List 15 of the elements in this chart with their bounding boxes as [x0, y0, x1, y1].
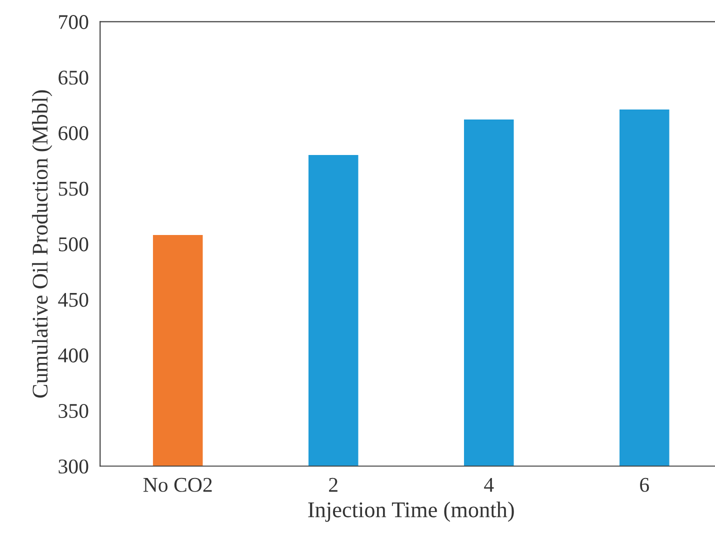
x-tick-label: 6 — [640, 478, 649, 492]
y-tick-label: 550 — [58, 182, 88, 196]
y-tick-label: 450 — [58, 292, 88, 307]
y-tick-label: 300 — [58, 459, 88, 474]
y-tick-label: 400 — [58, 348, 88, 362]
y-tick-label: 700 — [59, 15, 88, 30]
x-tick-label: 4 — [484, 478, 494, 492]
y-axis-title: Cumulative Oil Production (Mbbl) — [32, 90, 52, 398]
x-tick-label: No CO2 — [143, 478, 212, 492]
y-tick-label: 500 — [58, 237, 88, 252]
y-tick-label: 600 — [58, 126, 88, 140]
y-tick-label: 350 — [58, 404, 88, 418]
x-axis-title: Injection Time (month) — [308, 502, 514, 522]
x-tick-label: 2 — [329, 478, 338, 492]
y-tick-label: 650 — [58, 70, 88, 85]
